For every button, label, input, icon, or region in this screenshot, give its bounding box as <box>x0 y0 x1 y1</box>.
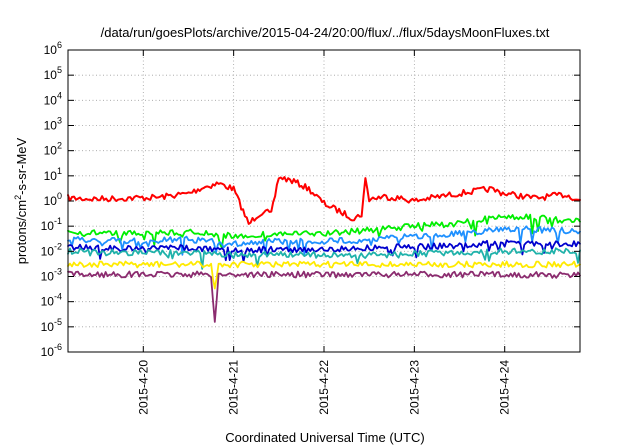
series-line-3 <box>67 225 581 256</box>
x-tick-label: 2015-4-22 <box>317 360 331 415</box>
y-tick-label: 10-1 <box>41 216 62 233</box>
x-axis: 2015-4-20 2015-4-21 2015-4-22 2015-4-23 2015… <box>136 50 512 415</box>
y-tick-label: 10-5 <box>41 317 62 334</box>
series-line-7 <box>67 270 581 323</box>
chart-title: /data/run/goesPlots/archive/2015-04-24/2… <box>101 25 550 40</box>
y-tick-label: 106 <box>44 40 62 57</box>
series-line-6 <box>67 260 581 290</box>
y-tick-label: 10-3 <box>41 267 62 284</box>
series-line-4 <box>67 239 581 263</box>
x-axis-label: Coordinated Universal Time (UTC) <box>225 430 424 445</box>
x-tick-label: 2015-4-23 <box>407 360 421 415</box>
series-line-1 <box>67 176 581 225</box>
y-tick-label: 10-4 <box>41 292 62 309</box>
y-axis: 106 105 104 103 102 101 100 10-1 10-2 10-3 10-4 10-… <box>41 40 580 359</box>
series-line-5 <box>67 247 581 270</box>
x-tick-label: 2015-4-20 <box>136 360 150 415</box>
y-tick-label: 104 <box>44 90 62 107</box>
x-tick-label: 2015-4-24 <box>498 360 512 415</box>
x-tick-label: 2015-4-21 <box>227 360 241 415</box>
series-line-2 <box>67 213 581 249</box>
y-axis-label: protons/cm2-s-sr-MeV <box>13 137 29 264</box>
y-tick-label: 10-2 <box>41 241 62 258</box>
y-tick-label: 10-6 <box>41 342 62 359</box>
y-tick-label: 103 <box>44 116 62 133</box>
y-tick-label: 100 <box>44 191 62 208</box>
series-layer <box>67 176 581 323</box>
y-tick-label: 102 <box>44 141 62 158</box>
y-tick-label: 101 <box>44 166 62 183</box>
y-tick-label: 105 <box>44 65 62 82</box>
